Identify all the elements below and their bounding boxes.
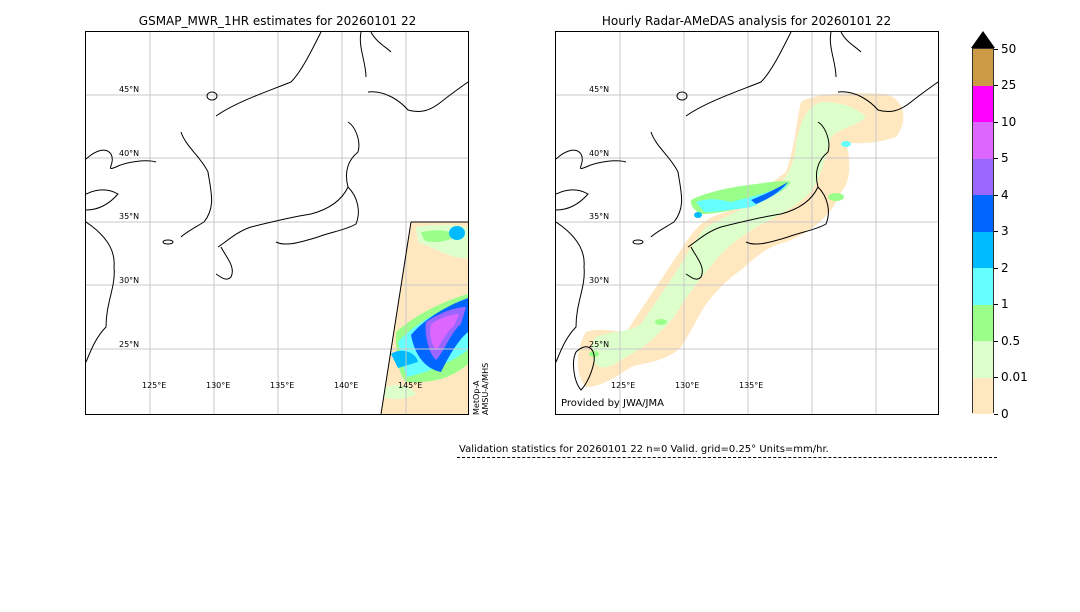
cbar-seg-001-05 [973,341,993,378]
left-lat-40: 40°N [119,149,140,158]
cbar-tick-10: 10 [994,116,1016,128]
left-lon-140: 140°E [334,381,359,390]
right-lat-30: 30°N [589,276,610,285]
right-map-graphics [556,32,938,414]
validation-statistics: Validation statistics for 20260101 22 n=… [459,444,829,455]
right-lat-25: 25°N [589,340,610,349]
right-lon-135: 135°E [739,381,764,390]
cbar-tick-4: 4 [994,189,1009,201]
right-gridlines [556,32,938,414]
left-lat-35: 35°N [119,212,140,221]
left-lat-45: 45°N [119,85,140,94]
cbar-tick-2: 2 [994,262,1009,274]
satellite-sensor-label: MetOp-A AMSU-A/MHS [472,363,490,415]
left-map-gsmap [85,31,469,415]
cbar-seg-2-3 [973,231,993,268]
colorbar-extend-arrow [971,31,995,48]
radar-precip-field [577,92,904,388]
cbar-seg-0-001 [973,377,993,414]
left-lon-135: 135°E [270,381,295,390]
left-lat-25: 25°N [119,340,140,349]
right-map-radar-amedas [555,31,939,415]
right-lat-45: 45°N [589,85,610,94]
cbar-tick-0.5: 0.5 [994,335,1020,347]
cbar-tick-5: 5 [994,152,1009,164]
cbar-seg-4-5 [973,158,993,195]
data-provider-credit: Provided by JWA/JMA [561,398,664,409]
right-lat-40: 40°N [589,149,610,158]
left-panel-title: GSMAP_MWR_1HR estimates for 20260101 22 [138,14,417,28]
cbar-seg-3-4 [973,195,993,232]
right-lon-125: 125°E [611,381,636,390]
left-gridlines [86,32,468,414]
colorbar [972,48,994,414]
gsmap-precip-field [381,222,468,414]
cbar-seg-5-10 [973,122,993,159]
cbar-seg-25-50 [973,49,993,86]
cbar-seg-05-1 [973,304,993,341]
cbar-tick-50: 50 [994,43,1016,55]
right-lon-130: 130°E [675,381,700,390]
cbar-seg-1-2 [973,268,993,305]
cbar-tick-25: 25 [994,79,1016,91]
cbar-tick-3: 3 [994,225,1009,237]
left-coastlines [86,32,468,363]
cbar-seg-10-25 [973,85,993,122]
right-lat-35: 35°N [589,212,610,221]
left-lon-145: 145°E [398,381,423,390]
validation-divider [457,457,997,458]
left-lon-130: 130°E [206,381,231,390]
cbar-tick-1: 1 [994,298,1009,310]
left-map-graphics [86,32,468,414]
cbar-tick-0: 0 [994,408,1009,420]
left-lat-30: 30°N [119,276,140,285]
sensor-name: AMSU-A/MHS [481,362,490,415]
right-coastlines [556,32,938,391]
left-lon-125: 125°E [142,381,167,390]
satellite-name: MetOp-A [472,380,481,415]
right-panel-title: Hourly Radar-AMeDAS analysis for 2026010… [601,14,892,28]
cbar-tick-0.01: 0.01 [994,371,1028,383]
